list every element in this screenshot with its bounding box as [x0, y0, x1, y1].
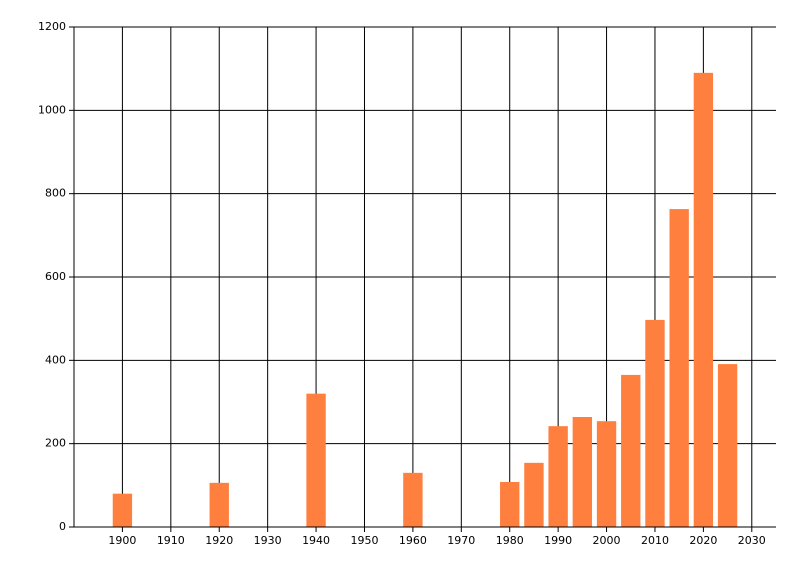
bar [596, 421, 617, 527]
x-tick-label: 2010 [641, 534, 669, 547]
x-tick-label: 1900 [108, 534, 136, 547]
bar [669, 209, 689, 528]
bar [306, 393, 326, 527]
bar [524, 462, 544, 527]
x-tick-label: 1960 [399, 534, 427, 547]
x-tick-label: 1940 [302, 534, 330, 547]
bar [209, 482, 229, 527]
x-tick-label: 2020 [689, 534, 717, 547]
x-tick-label: 1980 [496, 534, 524, 547]
bar [621, 374, 641, 527]
y-tick-label: 400 [45, 353, 66, 366]
x-tick-label: 1970 [447, 534, 475, 547]
y-tick-label: 200 [45, 437, 66, 450]
x-tick-label: 1990 [544, 534, 572, 547]
bar [645, 319, 665, 527]
y-tick-label: 1000 [38, 103, 66, 116]
x-tick-label: 2000 [593, 534, 621, 547]
bar [500, 482, 520, 527]
x-tick-label: 2030 [738, 534, 766, 547]
bar [572, 417, 593, 527]
x-tick-label: 1930 [254, 534, 282, 547]
y-tick-label: 0 [59, 520, 66, 533]
bar [403, 472, 423, 527]
y-tick-label: 1200 [38, 20, 66, 33]
bar [112, 493, 133, 527]
y-tick-label: 600 [45, 270, 66, 283]
x-tick-label: 1950 [350, 534, 378, 547]
bar [548, 426, 568, 527]
x-tick-label: 1920 [205, 534, 233, 547]
bar [693, 72, 714, 527]
y-tick-label: 800 [45, 187, 66, 200]
bar [717, 364, 738, 527]
x-tick-label: 1910 [157, 534, 185, 547]
